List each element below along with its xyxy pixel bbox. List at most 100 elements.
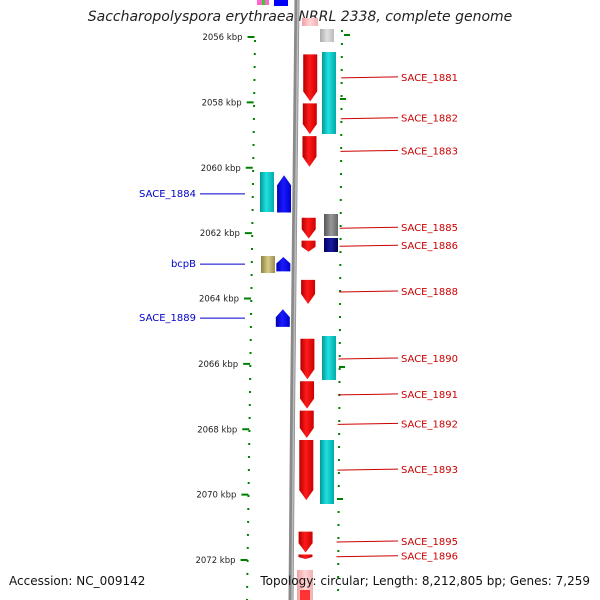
feature-navy-1886: [324, 238, 338, 252]
feature-red-bottom: [300, 590, 310, 600]
gene-sace-1885[interactable]: SACE_1885: [301, 217, 458, 239]
left-dotted-guide: [246, 39, 256, 600]
forward-genes[interactable]: SACE_1881 SACE_1882 SACE_1883 SACE_1885 SACE…: [298, 54, 458, 563]
genome-backbone: [288, 0, 300, 600]
gene-label[interactable]: SACE_1888: [401, 287, 458, 298]
gene-label[interactable]: SACE_1896: [401, 552, 458, 563]
top-feature-blue: [274, 0, 288, 6]
gene-sace-1895[interactable]: SACE_1895: [298, 531, 458, 553]
feature-gray-top: [320, 29, 334, 42]
gene-arrow[interactable]: [302, 103, 317, 135]
top-feature-green: [262, 0, 265, 5]
gene-sace-1896[interactable]: SACE_1896: [298, 552, 458, 563]
genome-backbone-highlight: [291, 0, 299, 600]
gene-arrow[interactable]: [298, 531, 313, 553]
gene-bcpb[interactable]: bcpB: [171, 257, 291, 272]
gene-sace-1883[interactable]: SACE_1883: [302, 136, 458, 167]
gene-sace-1893[interactable]: SACE_1893: [299, 440, 458, 501]
gene-label[interactable]: SACE_1881: [401, 73, 458, 84]
tick-label: 2068 kbp: [197, 425, 237, 435]
gene-leader-line: [339, 226, 399, 229]
gene-arrow[interactable]: [301, 217, 316, 239]
gene-sace-1884[interactable]: SACE_1884: [139, 175, 292, 213]
gene-arrow[interactable]: [300, 381, 315, 409]
gene-sace-1891[interactable]: SACE_1891: [300, 381, 458, 409]
tick-mark: [242, 428, 250, 431]
gene-leader-line: [339, 244, 399, 247]
tick-label: 2066 kbp: [198, 360, 238, 370]
tick-dash: [337, 498, 343, 500]
gene-arrow[interactable]: [275, 309, 290, 327]
tick-mark: [244, 232, 252, 235]
gene-arrow[interactable]: [301, 279, 316, 305]
gene-label[interactable]: SACE_1893: [401, 465, 458, 476]
gene-label[interactable]: SACE_1891: [401, 390, 458, 401]
tick-dash: [339, 366, 345, 368]
feature-khaki-bcpb: [261, 256, 275, 273]
top-feature-pink: [302, 18, 318, 26]
static-features: [246, 0, 350, 600]
gene-sace-1888[interactable]: SACE_1888: [301, 279, 458, 305]
tick-mark: [243, 362, 251, 365]
gene-label[interactable]: SACE_1886: [401, 241, 458, 252]
tick-mark: [240, 559, 248, 561]
tick-mark: [241, 493, 249, 496]
gene-arrow[interactable]: [276, 257, 291, 272]
gene-leader-line: [336, 555, 399, 558]
gene-leader-line: [336, 540, 399, 543]
tick-label: 2064 kbp: [199, 295, 239, 305]
tick-mark: [245, 166, 253, 169]
gene-leader-line: [339, 290, 399, 293]
feature-cyan-1890: [322, 336, 336, 380]
gene-sace-1886[interactable]: SACE_1886: [301, 240, 458, 253]
feature-gray-1885: [324, 214, 338, 236]
gene-leader-line: [340, 117, 399, 120]
gene-arrow[interactable]: [277, 175, 292, 213]
feature-cyan-1881: [322, 52, 336, 134]
gene-label[interactable]: bcpB: [171, 259, 196, 270]
accession-label: Accession: NC_009142: [9, 574, 146, 588]
gene-leader-line: [337, 468, 399, 471]
gene-label[interactable]: SACE_1895: [401, 537, 458, 548]
gene-arrow[interactable]: [302, 136, 317, 167]
tick-label: 2058 kbp: [202, 98, 242, 108]
gene-label[interactable]: SACE_1885: [401, 223, 458, 234]
gene-label[interactable]: SACE_1884: [139, 189, 196, 200]
gene-label[interactable]: SACE_1892: [401, 419, 458, 430]
gene-leader-line: [337, 422, 399, 425]
genome-stats: Topology: circular; Length: 8,212,805 bp…: [260, 574, 590, 588]
gene-arrow[interactable]: [299, 440, 314, 501]
gene-arrow[interactable]: [299, 410, 314, 439]
gene-sace-1892[interactable]: SACE_1892: [299, 410, 458, 439]
gene-label[interactable]: SACE_1882: [401, 114, 458, 125]
gene-arrow[interactable]: [301, 240, 316, 252]
gene-leader-line: [340, 149, 399, 152]
tick-label: 2072 kbp: [195, 556, 235, 566]
reverse-genes[interactable]: SACE_1884 bcpB SACE_1889: [139, 175, 292, 327]
feature-cyan-1893: [320, 440, 334, 504]
tick-mark: [247, 36, 255, 38]
gene-sace-1881[interactable]: SACE_1881: [303, 54, 458, 102]
gene-arrow[interactable]: [303, 54, 318, 102]
gene-leader-line: [338, 357, 399, 360]
gene-sace-1882[interactable]: SACE_1882: [302, 103, 458, 135]
tick-label: 2056 kbp: [202, 33, 242, 43]
map-title: Saccharopolyspora erythraea NRRL 2338, c…: [87, 9, 513, 25]
tick-dash: [340, 98, 346, 100]
gene-label[interactable]: SACE_1889: [139, 313, 196, 324]
gene-sace-1890[interactable]: SACE_1890: [300, 338, 458, 380]
right-dotted-guide: [337, 29, 343, 600]
scale-ticks: 2056 kbp 2058 kbp 2060 kbp 2062 kbp 2064 kbp…: [195, 33, 255, 566]
tick-label: 2070 kbp: [196, 491, 236, 501]
tick-dash: [344, 34, 350, 36]
gene-arrow[interactable]: [300, 338, 315, 380]
gene-label[interactable]: SACE_1890: [401, 354, 458, 365]
feature-cyan-1884: [260, 172, 274, 212]
tick-mark: [246, 101, 254, 104]
gene-label[interactable]: SACE_1883: [401, 146, 458, 157]
gene-arrow[interactable]: [298, 554, 313, 559]
gene-leader-line: [338, 393, 399, 396]
gene-sace-1889[interactable]: SACE_1889: [139, 309, 290, 327]
gene-leader-line: [341, 76, 399, 79]
